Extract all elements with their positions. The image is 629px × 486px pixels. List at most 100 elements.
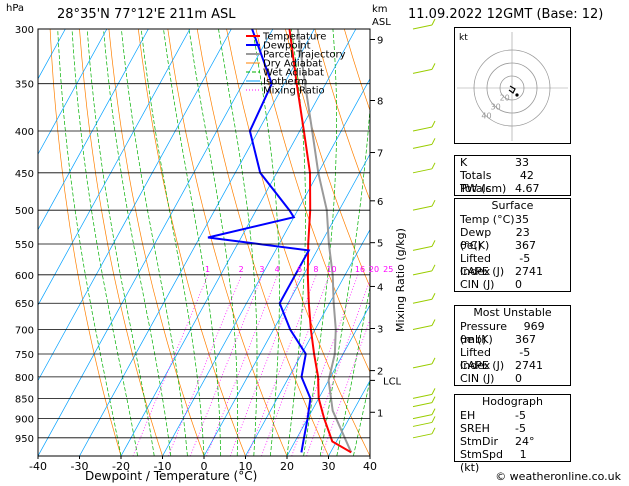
temperature-tick-label: 20 [280, 460, 294, 473]
most-unstable-value: 0 [515, 372, 522, 385]
pressure-tick-label: 950 [15, 434, 34, 445]
most-unstable-row: CIN (J) 0 [455, 372, 570, 385]
pressure-unit-label: hPa [6, 3, 25, 14]
index-row: PW (cm) 4.67 [455, 182, 570, 195]
temperature-tick-label: -10 [154, 460, 172, 473]
wind-barb-flag [431, 264, 436, 272]
isotherm-line [38, 29, 149, 231]
pressure-tick-label: 800 [15, 373, 34, 384]
wet-adiabat-line [319, 104, 370, 456]
wet-adiabat-line [303, 29, 337, 456]
wind-barb-flag [431, 427, 436, 435]
legend-entry: Wet Adiabat [263, 68, 324, 79]
wet-adiabat-line [103, 29, 172, 456]
mixing-ratio-line [168, 274, 242, 456]
pressure-tick-label: 500 [15, 206, 34, 217]
legend-entry: Dewpoint [263, 41, 311, 52]
most-unstable-row: Lifted Index -5 [455, 346, 570, 372]
index-label: K [460, 156, 468, 169]
index-value: 33 [515, 156, 529, 169]
mixing-ratio-label: 20 [369, 265, 379, 274]
hodograph-value: 1 [519, 448, 527, 461]
temperature-tick-label: 40 [363, 460, 377, 473]
height-tick-label: 4 [377, 282, 383, 293]
wind-barb [412, 245, 433, 251]
dry-adiabat-line [79, 29, 163, 456]
wind-barb [412, 433, 433, 439]
isotherm-line [328, 379, 370, 456]
mixing-ratio-line [261, 274, 330, 456]
most-unstable-label: θe (K) [460, 333, 493, 346]
surface-row: Dewp (°C) 23 [455, 226, 570, 252]
legend-entry: Mixing Ratio [263, 86, 325, 97]
pressure-tick-label: 600 [15, 271, 34, 282]
wind-barb-flag [431, 408, 436, 415]
hodograph-value: 24° [515, 435, 535, 448]
hodograph-ring-label: 20 [500, 93, 510, 102]
surface-title: Surface [491, 199, 534, 212]
height-tick-label: 6 [377, 197, 383, 208]
hodograph-label: StmDir [460, 435, 499, 448]
isotherm-line [79, 29, 315, 456]
mixing-ratio-label: 4 [275, 265, 280, 274]
temperature-tick-label: 0 [201, 460, 208, 473]
wind-barb [412, 298, 433, 304]
wind-barb [412, 421, 433, 427]
mixing-ratio-label: 1 [205, 265, 210, 274]
mixing-ratio-label: 25 [383, 265, 393, 274]
isotherm-line [38, 29, 191, 306]
pressure-tick-label: 400 [15, 127, 34, 138]
most-unstable-table: Most Unstable Pressure (mb) 969 θe (K) 367 L… [454, 305, 571, 386]
legend-entry: Temperature [262, 32, 326, 43]
wind-barb-flag [431, 120, 436, 128]
hodograph-row: EH -5 [455, 409, 570, 422]
wind-barb [412, 414, 433, 420]
footer-credit: © weatheronline.co.uk [495, 470, 621, 483]
most-unstable-row: θe (K) 367 [455, 333, 570, 346]
hodograph-label: EH [460, 409, 476, 422]
station-location: 28°35'N 77°12'E 211m ASL [57, 7, 236, 22]
pressure-tick-label: 450 [15, 169, 34, 180]
hodograph-table: Hodograph EH -5 SREH -5 StmDir 24° StmSpd (kt)… [454, 394, 571, 474]
mixing-ratio-line [190, 274, 263, 456]
most-unstable-value: 2741 [515, 359, 543, 372]
surface-value: 2741 [515, 265, 543, 278]
index-row: K 33 [455, 156, 570, 169]
most-unstable-value: 367 [515, 333, 536, 346]
surface-row: θe(K) 367 [455, 239, 570, 252]
surface-label: CIN (J) [460, 278, 495, 291]
wet-adiabat-line [121, 29, 188, 456]
dry-adiabat-line [580, 29, 629, 456]
most-unstable-label: Lifted Index [460, 346, 491, 372]
asl-label: ASL [372, 17, 391, 28]
surface-value: 0 [515, 278, 522, 291]
wet-adiabat-line [86, 29, 155, 456]
height-tick-label: LCL [383, 376, 402, 387]
hodograph-plot: kt 20 30 40 [454, 27, 571, 144]
indices-table: K 33 Totals Totals 42 PW (cm) 4.67 [454, 155, 571, 196]
isotherm-line [245, 228, 370, 456]
surface-row: CIN (J) 0 [455, 278, 570, 291]
height-tick-label: 1 [377, 408, 383, 419]
temperature-tick-label: -30 [71, 460, 89, 473]
hodograph-row: StmSpd (kt) 1 [455, 448, 570, 474]
index-value: 4.67 [515, 182, 540, 195]
hodograph-row: SREH -5 [455, 422, 570, 435]
wind-barb-flag [431, 18, 436, 26]
index-label: Totals Totals [460, 169, 492, 195]
most-unstable-label: CIN (J) [460, 372, 495, 385]
isotherm-line [38, 29, 274, 456]
wind-barb [412, 24, 433, 30]
wet-adiabat-line [336, 285, 370, 456]
dry-adiabat-line [314, 29, 370, 202]
mixing-ratio-label: 6 [297, 265, 302, 274]
temperature-tick-label: 10 [239, 460, 253, 473]
wind-barb-flag [431, 63, 436, 70]
height-tick-label: 8 [377, 96, 383, 107]
pressure-tick-label: 350 [15, 80, 34, 91]
isotherm-line [38, 29, 232, 382]
wind-barb [412, 143, 433, 149]
wind-barb-flag [431, 138, 436, 145]
x-axis-label: Dewpoint / Temperature (°C) [85, 469, 258, 483]
most-unstable-value: 969 [523, 320, 545, 333]
